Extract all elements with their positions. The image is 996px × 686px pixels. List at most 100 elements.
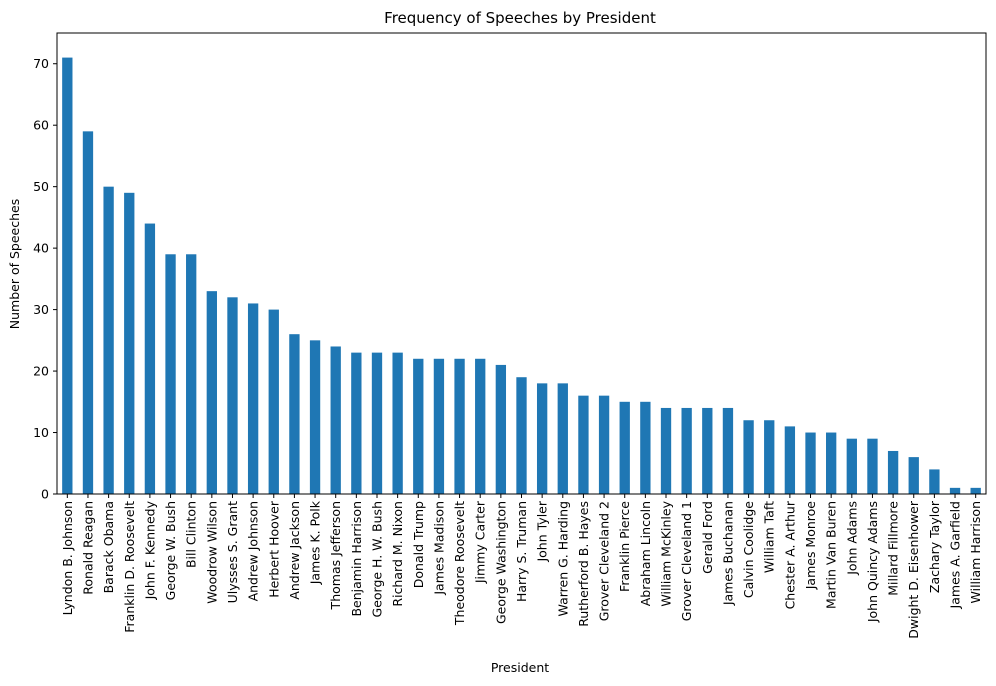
x-tick-label: Martin Van Buren bbox=[824, 501, 839, 609]
y-axis: 0 10 20 30 40 50 60 70 bbox=[33, 56, 57, 502]
bar bbox=[289, 334, 300, 494]
bar bbox=[826, 432, 837, 494]
x-tick-label: Franklin Pierce bbox=[617, 501, 632, 592]
bar bbox=[516, 377, 527, 494]
bar bbox=[743, 420, 754, 494]
x-tick-label: Calvin Coolidge bbox=[741, 501, 756, 598]
bar bbox=[206, 291, 217, 494]
x-tick-label: George Washington bbox=[493, 501, 508, 624]
y-tick-label: 30 bbox=[33, 302, 49, 317]
bar bbox=[82, 131, 94, 494]
x-tick-label: James K. Polk bbox=[308, 500, 323, 585]
bar bbox=[309, 340, 321, 494]
x-tick-label: Gerald Ford bbox=[700, 501, 715, 574]
x-tick-label: Zachary Taylor bbox=[927, 500, 942, 593]
bars-group bbox=[62, 57, 981, 494]
x-tick-label: James Monroe bbox=[803, 501, 818, 591]
x-tick-label: Warren G. Harding bbox=[555, 501, 570, 616]
x-tick-label: Barack Obama bbox=[101, 501, 116, 593]
x-tick-label: Harry S. Truman bbox=[514, 501, 529, 602]
bar bbox=[330, 346, 341, 494]
x-tick-label: Andrew Johnson bbox=[246, 501, 261, 601]
bar bbox=[413, 358, 424, 494]
bar bbox=[475, 358, 486, 494]
x-tick-label: Grover Cleveland 1 bbox=[679, 501, 694, 621]
bar bbox=[392, 352, 403, 494]
bar bbox=[62, 57, 73, 494]
y-tick-label: 70 bbox=[33, 56, 49, 71]
x-tick-label: Millard Fillmore bbox=[886, 501, 901, 596]
bar bbox=[702, 407, 713, 494]
bar bbox=[247, 303, 259, 494]
x-tick-label: Theodore Roosevelt bbox=[452, 501, 467, 626]
x-tick-label: William Harrison bbox=[968, 501, 983, 603]
y-tick-label: 40 bbox=[33, 241, 49, 256]
x-tick-label: Jimmy Carter bbox=[473, 500, 488, 584]
x-tick-label: Abraham Lincoln bbox=[638, 501, 653, 606]
x-tick-label: James A. Garfield bbox=[948, 501, 963, 609]
x-tick-label: John F. Kennedy bbox=[142, 500, 157, 600]
x-tick-label: Bill Clinton bbox=[184, 501, 199, 568]
x-tick-label: Andrew Jackson bbox=[287, 501, 302, 600]
y-tick-label: 0 bbox=[41, 487, 49, 502]
bar bbox=[681, 407, 692, 494]
x-tick-label: William Taft bbox=[762, 501, 777, 573]
x-tick-label: Herbert Hoover bbox=[266, 500, 281, 598]
x-axis: Lyndon B. Johnson Ronald Reagan Barack Oba… bbox=[60, 494, 983, 639]
bar bbox=[227, 297, 238, 494]
bar bbox=[578, 395, 589, 494]
x-tick-label: James Madison bbox=[431, 501, 446, 596]
x-tick-label: Thomas Jefferson bbox=[328, 501, 343, 610]
x-tick-label: Rutherford B. Hayes bbox=[576, 501, 591, 627]
bar bbox=[433, 358, 445, 494]
x-axis-title: President bbox=[491, 660, 549, 675]
x-tick-label: Richard M. Nixon bbox=[390, 501, 405, 607]
bar bbox=[805, 432, 816, 494]
x-tick-label: Benjamin Harrison bbox=[349, 501, 364, 617]
bar bbox=[557, 383, 568, 494]
bar bbox=[103, 186, 114, 494]
bar bbox=[660, 407, 672, 494]
bar bbox=[887, 450, 899, 494]
y-tick-label: 50 bbox=[33, 179, 49, 194]
x-tick-label: John Adams bbox=[844, 501, 859, 576]
bar bbox=[454, 358, 465, 494]
bar bbox=[619, 401, 630, 494]
bar bbox=[495, 364, 507, 494]
x-tick-label: William McKinley bbox=[659, 500, 674, 606]
y-tick-label: 10 bbox=[33, 425, 49, 440]
x-tick-label: Franklin D. Roosevelt bbox=[122, 501, 137, 633]
bar bbox=[722, 407, 734, 494]
bar bbox=[846, 438, 857, 494]
bar bbox=[970, 487, 981, 494]
bar bbox=[144, 223, 156, 494]
x-tick-label: Lyndon B. Johnson bbox=[60, 501, 75, 615]
plot-frame bbox=[56, 32, 987, 495]
bar bbox=[908, 457, 919, 494]
bar bbox=[186, 254, 197, 494]
x-tick-label: John Tyler bbox=[535, 500, 550, 562]
bar bbox=[784, 426, 796, 494]
chart-title: Frequency of Speeches by President bbox=[384, 9, 656, 27]
x-tick-label: Grover Cleveland 2 bbox=[597, 501, 612, 621]
bar bbox=[536, 383, 548, 494]
x-tick-label: Donald Trump bbox=[411, 501, 426, 588]
bar bbox=[268, 309, 279, 494]
bar bbox=[640, 401, 651, 494]
bar bbox=[351, 352, 362, 494]
x-tick-label: Woodrow Wilson bbox=[204, 501, 219, 604]
x-tick-label: Chester A. Arthur bbox=[782, 500, 797, 609]
y-axis-title: Number of Speeches bbox=[7, 199, 22, 329]
bar bbox=[949, 487, 961, 494]
bar bbox=[929, 469, 940, 494]
y-tick-label: 60 bbox=[33, 118, 49, 133]
bar bbox=[371, 352, 383, 494]
x-tick-label: Ronald Reagan bbox=[80, 501, 95, 595]
y-tick-label: 20 bbox=[33, 364, 49, 379]
bar bbox=[598, 395, 610, 494]
x-tick-label: Ulysses S. Grant bbox=[225, 501, 240, 604]
bar bbox=[867, 438, 878, 494]
bar bbox=[764, 420, 775, 494]
x-tick-label: James Buchanan bbox=[720, 501, 735, 606]
